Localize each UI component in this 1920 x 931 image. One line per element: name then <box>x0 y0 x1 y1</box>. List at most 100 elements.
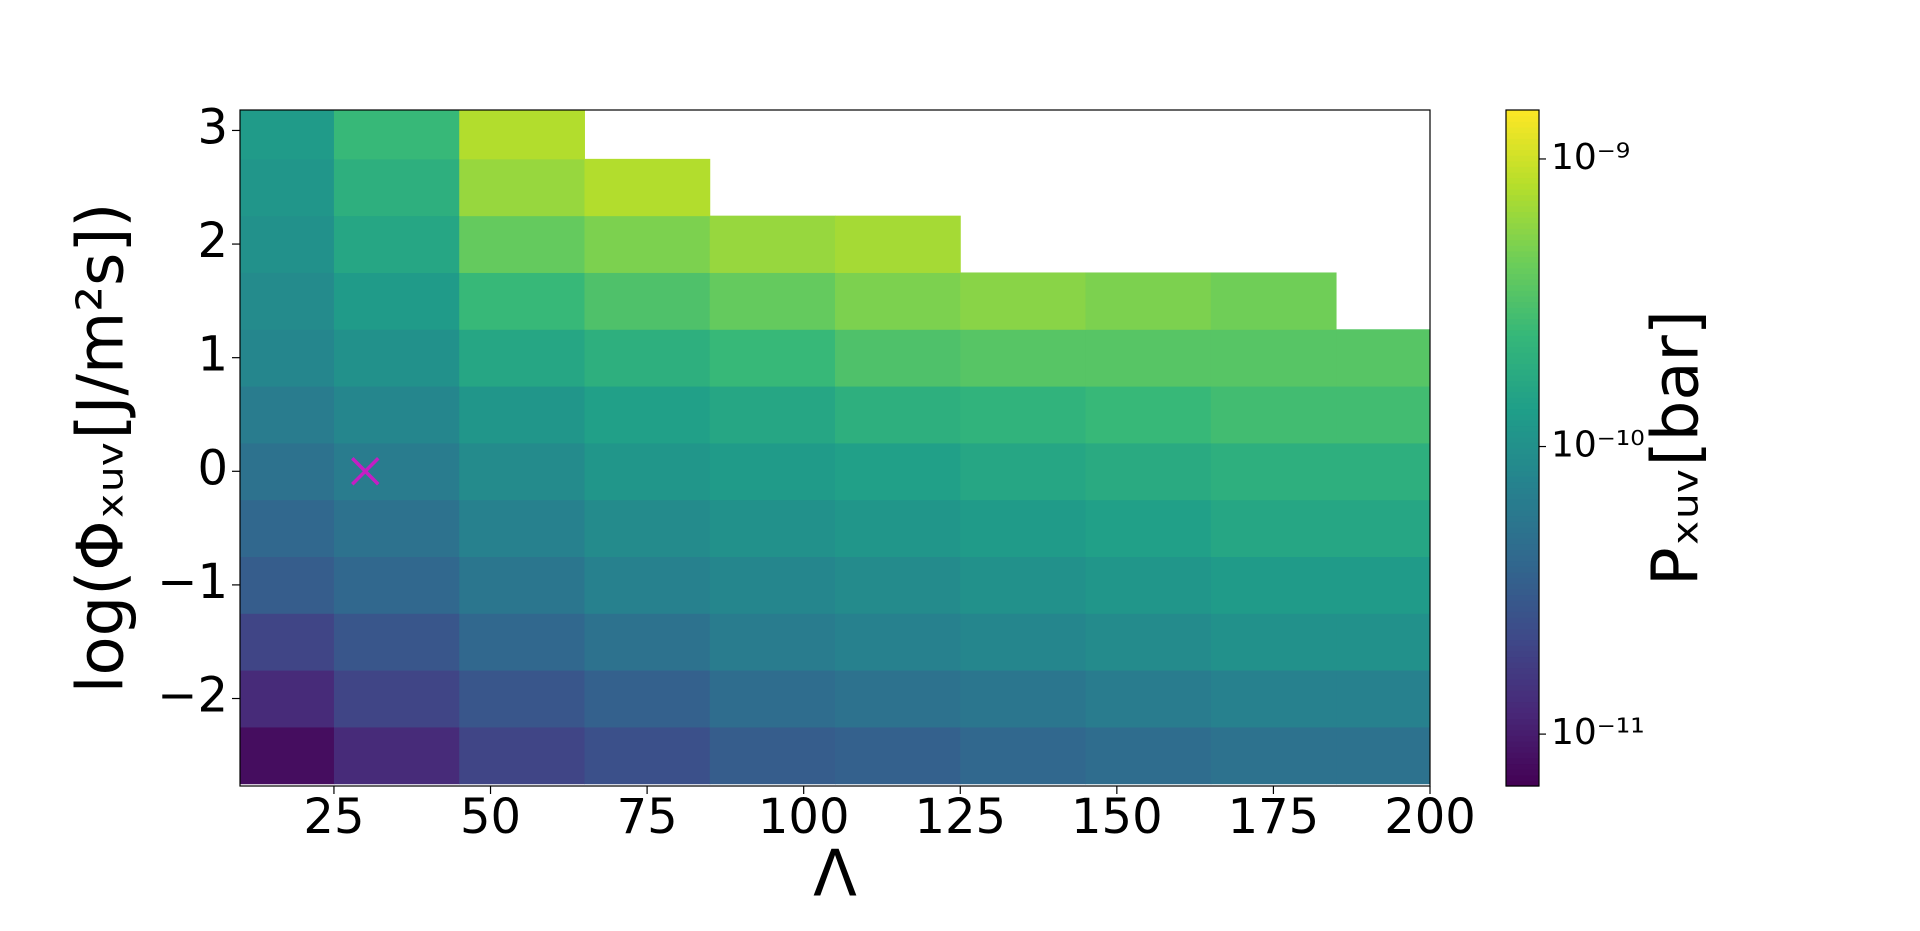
cell <box>709 272 836 330</box>
cell <box>960 442 1087 501</box>
cell <box>584 272 711 330</box>
colorbar-segment <box>1506 307 1539 314</box>
marker-stroke <box>351 457 380 486</box>
cell <box>584 442 711 501</box>
cell <box>459 670 585 728</box>
colorbar-segment <box>1506 386 1539 393</box>
colorbar-segment <box>1506 239 1539 246</box>
y-tick-label: 3 <box>197 99 228 155</box>
colorbar-segment <box>1506 301 1539 308</box>
colorbar-segment <box>1506 279 1539 286</box>
colorbar-segment <box>1506 363 1539 370</box>
cell <box>1085 442 1212 501</box>
colorbar-segment <box>1506 166 1539 173</box>
x-tick-label: 175 <box>1228 789 1320 845</box>
colorbar-segment <box>1506 149 1539 156</box>
cell <box>835 726 961 785</box>
cell <box>1336 329 1430 387</box>
colorbar-segment <box>1506 740 1539 748</box>
colorbar-segment <box>1506 115 1539 122</box>
colorbar-segment <box>1506 487 1539 494</box>
cell <box>333 272 460 330</box>
colorbar-segment <box>1506 267 1539 274</box>
colorbar-segment <box>1506 188 1539 196</box>
cell <box>333 386 460 444</box>
cell <box>240 556 335 614</box>
colorbar-segment <box>1506 656 1539 663</box>
cell <box>835 272 961 330</box>
cell <box>709 442 836 501</box>
cell <box>835 499 961 558</box>
cell <box>459 726 585 785</box>
cell <box>240 110 335 160</box>
colorbar-segment <box>1506 571 1539 579</box>
colorbar-segment <box>1506 369 1539 376</box>
colorbar-segment <box>1506 774 1539 781</box>
y-tick-label: 2 <box>197 213 228 269</box>
colorbar-segment <box>1506 498 1539 505</box>
cell <box>333 499 460 558</box>
cell <box>459 272 585 330</box>
colorbar-segment <box>1506 504 1539 511</box>
cell <box>1336 613 1430 671</box>
cell <box>1210 726 1337 785</box>
cell <box>459 386 585 444</box>
colorbar-segment <box>1506 464 1539 472</box>
cell <box>333 670 460 728</box>
colorbar-segment <box>1506 746 1539 753</box>
cell <box>1085 386 1212 444</box>
colorbar-segment <box>1506 222 1539 229</box>
cell <box>960 272 1087 330</box>
colorbar-segment <box>1506 633 1539 641</box>
cell <box>1336 726 1430 785</box>
colorbar-segment <box>1506 194 1539 201</box>
cell <box>1336 556 1430 614</box>
colorbar-label: Pₓᵤᵥ[bar] <box>1640 310 1714 586</box>
colorbar-tick-label: 10⁻¹¹ <box>1551 712 1645 753</box>
colorbar-segment <box>1506 453 1539 460</box>
colorbar-frame <box>1505 109 1540 787</box>
cell <box>584 329 711 387</box>
cell <box>1336 442 1430 501</box>
colorbar-segment <box>1506 543 1539 550</box>
colorbar-segment <box>1506 684 1539 691</box>
colorbar-segment <box>1506 594 1539 601</box>
cell <box>1210 499 1337 558</box>
colorbar-segment <box>1506 600 1539 607</box>
colorbar-segment <box>1506 408 1539 415</box>
cell <box>709 613 836 671</box>
cell <box>333 726 460 785</box>
colorbar-segment <box>1506 583 1539 590</box>
cell <box>960 726 1087 785</box>
colorbar-segment <box>1506 324 1539 331</box>
colorbar-segment <box>1506 470 1539 477</box>
colorbar-segment <box>1506 763 1539 770</box>
colorbar-segment <box>1506 509 1539 517</box>
cell <box>1210 386 1337 444</box>
colorbar-segment <box>1506 521 1539 528</box>
colorbar-segment <box>1506 110 1539 117</box>
cell <box>709 670 836 728</box>
colorbar-segment <box>1506 340 1539 348</box>
colorbar-segment <box>1506 769 1539 776</box>
colorbar-segment <box>1506 256 1539 263</box>
x-tick-label: 75 <box>617 789 678 845</box>
colorbar-segment <box>1506 217 1539 224</box>
colorbar-segment <box>1506 729 1539 736</box>
colorbar-segment <box>1506 695 1539 703</box>
colorbar-segment <box>1506 436 1539 443</box>
colorbar-segment <box>1506 566 1539 573</box>
colorbar-segment <box>1506 476 1539 483</box>
marker <box>351 457 380 486</box>
plot-frame <box>239 109 1431 787</box>
cell <box>240 613 335 671</box>
cell <box>1085 670 1212 728</box>
colorbar-segment <box>1506 459 1539 466</box>
cell <box>459 158 585 217</box>
cell <box>584 556 711 614</box>
cell <box>835 670 961 728</box>
x-tick-label: 25 <box>303 789 364 845</box>
cell <box>333 215 460 273</box>
colorbar-segment <box>1506 667 1539 674</box>
